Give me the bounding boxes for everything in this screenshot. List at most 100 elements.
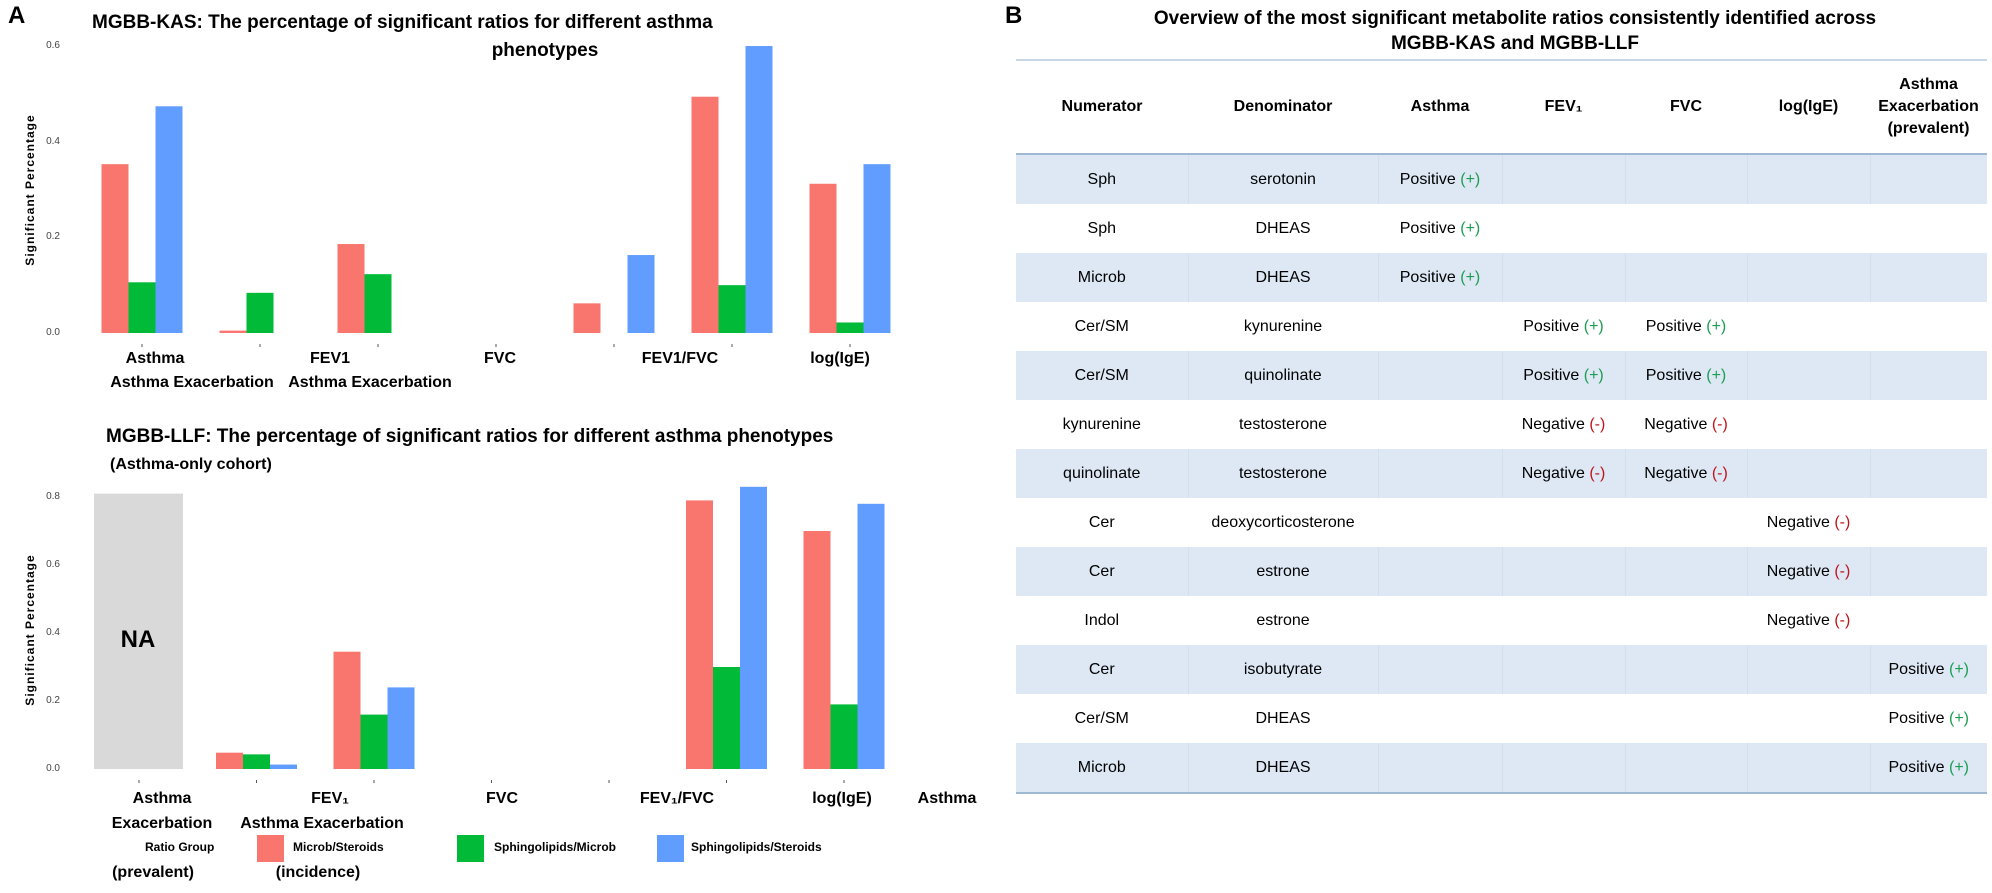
bar-sphingolipids-steroids: [270, 764, 297, 769]
cell-text: kynurenine: [1243, 317, 1323, 335]
cell-text: quinolinate: [1063, 464, 1141, 482]
top-chart-title: MGBB-KAS: The percentage of significant …: [92, 12, 713, 33]
cell-text: estrone: [1256, 611, 1310, 629]
negative-mark: (-): [1834, 611, 1851, 629]
cell-fvc: [1625, 204, 1747, 253]
table-row: Microb DHEAS Positive (+): [1016, 253, 1987, 302]
x-tick: [613, 344, 615, 347]
cell-fvc: [1624, 547, 1747, 596]
cell-text: Cer/SM: [1074, 709, 1129, 727]
cell-text: DHEAS: [1255, 268, 1311, 286]
cell-text: Negative: [1766, 513, 1830, 531]
table-row: Sph DHEAS Positive (+): [1016, 204, 1987, 253]
legend-label: Microb/Steroids: [293, 840, 384, 854]
header-fev1: FEV₁: [1502, 59, 1625, 155]
cell-logige: [1746, 645, 1870, 694]
cell-asthma-exacerbation: [1870, 204, 1987, 253]
top-x-label: Asthma Exacerbation: [288, 374, 452, 391]
negative-mark: (-): [1834, 513, 1851, 531]
bottom-x-label: Asthma: [132, 790, 192, 807]
cell-numerator: Sph: [1016, 204, 1188, 253]
cell-fev1: Negative (-): [1501, 449, 1625, 498]
top-chart-title-line2: phenotypes: [491, 40, 599, 61]
cell-text: Cer/SM: [1074, 317, 1129, 335]
bottom-x-label: (prevalent): [112, 864, 194, 881]
header-asthma: Asthma: [1378, 59, 1502, 155]
cell-text: Positive: [1399, 219, 1456, 237]
x-tick: [731, 344, 733, 347]
cell-fev1: Positive (+): [1501, 351, 1625, 400]
bottom-y-tick: 0.4: [46, 627, 60, 638]
negative-mark: (-): [1834, 562, 1851, 580]
table-title: Overview of the most significant metabol…: [1153, 8, 1877, 29]
bar-microb-steroids: [809, 183, 837, 333]
header-line: Asthma: [1899, 76, 1958, 93]
cell-logige: [1747, 694, 1870, 743]
cell-fvc: Positive (+): [1625, 302, 1747, 351]
header-fvc: FVC: [1625, 59, 1747, 155]
cell-text: Positive: [1888, 709, 1945, 727]
cell-text: testosterone: [1238, 415, 1328, 433]
header-denominator: Denominator: [1188, 59, 1378, 155]
positive-mark: (+): [1948, 660, 1969, 678]
table-title-line2: MGBB-KAS and MGBB-LLF: [1390, 33, 1640, 54]
top-x-label: log(IgE): [810, 350, 870, 367]
cell-asthma-exacerbation: [1870, 596, 1987, 645]
cell-fvc: [1624, 253, 1747, 302]
table-row: Cer/SM quinolinate Positive (+) Positive (+…: [1016, 351, 1987, 400]
bar-sphingolipids-microb: [713, 667, 740, 769]
bottom-y-tick: 0.0: [46, 763, 60, 774]
cell-fvc: [1624, 743, 1747, 794]
table-row: Cer estrone Negative (-): [1016, 547, 1987, 596]
cell-text: Negative: [1521, 464, 1585, 482]
cell-asthma-exacerbation: Positive (+): [1869, 743, 1987, 794]
x-tick: [256, 780, 257, 783]
cell-asthma-exacerbation: [1869, 351, 1987, 400]
cell-asthma: [1378, 302, 1502, 351]
cell-numerator: Cer/SM: [1016, 302, 1188, 351]
cell-denominator: testosterone: [1187, 449, 1378, 498]
positive-mark: (+): [1460, 268, 1481, 286]
cell-fvc: [1625, 498, 1747, 547]
cell-text: Indol: [1084, 611, 1120, 629]
cell-logige: [1747, 204, 1870, 253]
bottom-y-tick: 0.2: [46, 695, 60, 706]
cell-fev1: [1501, 547, 1625, 596]
cell-numerator: Cer/SM: [1016, 351, 1188, 400]
cell-text: Microb: [1077, 268, 1126, 286]
cell-fvc: [1624, 645, 1747, 694]
cell-denominator: serotonin: [1187, 154, 1378, 204]
cell-logige: [1746, 351, 1870, 400]
cell-logige: Negative (-): [1746, 547, 1870, 596]
header-line: Exacerbation: [1878, 98, 1979, 115]
top-x-label: FEV1/FVC: [641, 350, 719, 367]
cell-text: Positive: [1645, 317, 1702, 335]
bar-sphingolipids-steroids: [627, 255, 655, 333]
cell-denominator: deoxycorticosterone: [1188, 498, 1378, 547]
bar-sphingolipids-steroids: [740, 486, 767, 769]
cell-text: Negative: [1766, 562, 1830, 580]
cell-denominator: DHEAS: [1187, 253, 1378, 302]
cell-text: DHEAS: [1255, 219, 1311, 237]
cell-numerator: Cer: [1016, 498, 1188, 547]
cell-numerator: Microb: [1016, 743, 1188, 794]
table-row: Indol estrone Negative (-): [1016, 596, 1987, 645]
cell-asthma: [1377, 351, 1502, 400]
x-tick: [726, 780, 727, 783]
cell-fev1: Negative (-): [1502, 400, 1625, 449]
bar-sphingolipids-microb: [830, 704, 858, 769]
cell-text: kynurenine: [1062, 415, 1141, 433]
cell-fvc: [1625, 694, 1747, 743]
bar-sphingolipids-microb: [246, 292, 274, 333]
bar-microb-steroids: [803, 531, 831, 769]
x-tick: [259, 344, 261, 347]
bottom-x-label: FEV₁/FVC: [639, 790, 715, 807]
cell-text: quinolinate: [1244, 366, 1322, 384]
x-tick: [495, 344, 497, 347]
cell-text: DHEAS: [1255, 709, 1311, 727]
cell-fev1: [1502, 498, 1625, 547]
cell-fvc: [1625, 596, 1747, 645]
cell-fev1: [1501, 645, 1625, 694]
cell-fvc: Negative (-): [1624, 449, 1747, 498]
positive-mark: (+): [1948, 758, 1969, 776]
